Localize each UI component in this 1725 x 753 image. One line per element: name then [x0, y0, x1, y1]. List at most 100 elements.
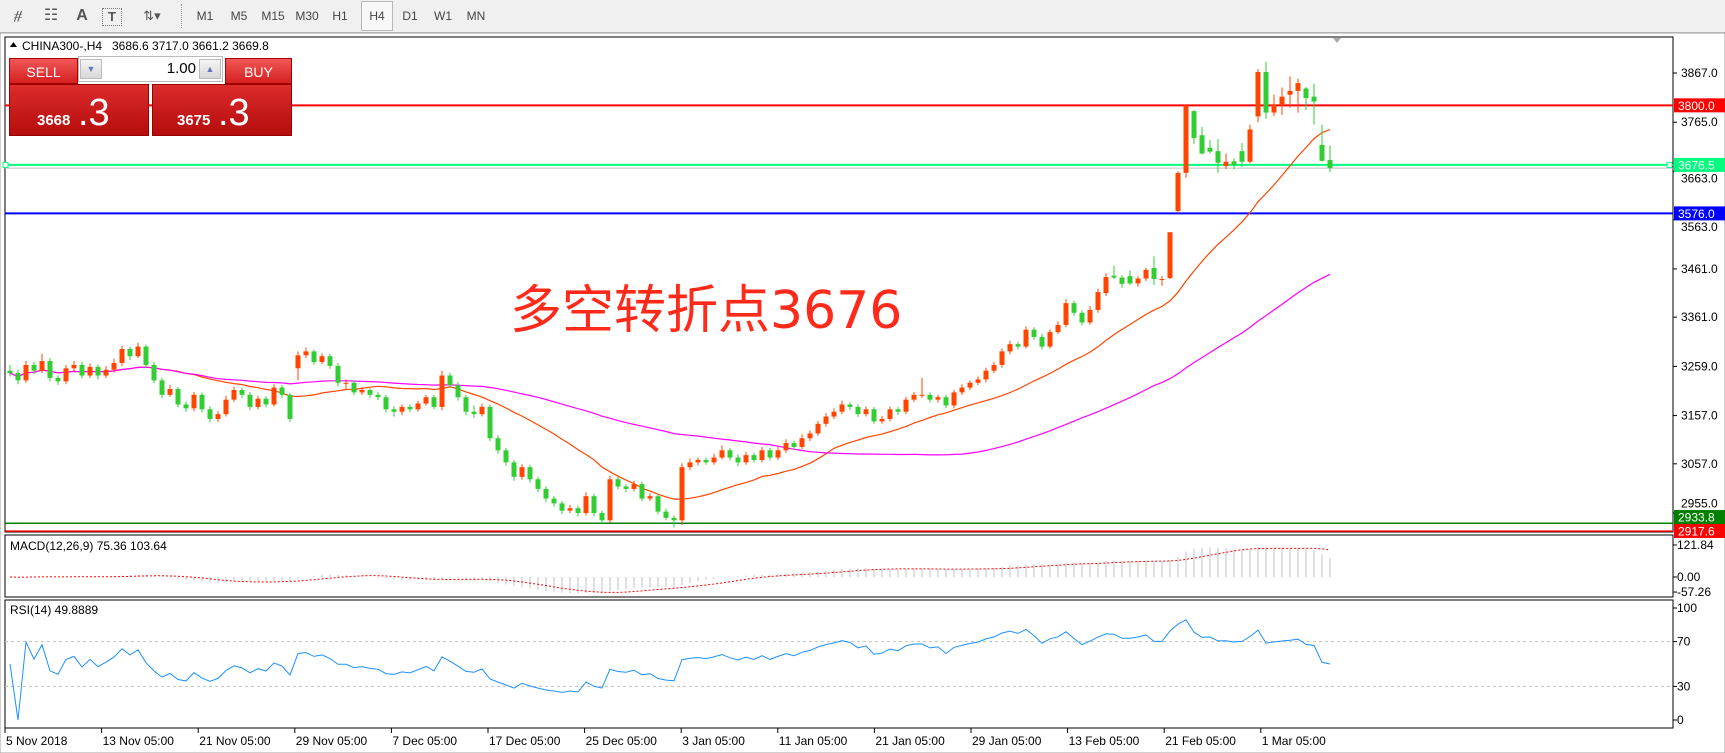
lot-decrease-button[interactable]: ▼ — [80, 59, 102, 79]
candle — [319, 353, 325, 365]
sell-price-big: .3 — [78, 92, 110, 134]
candle — [567, 504, 573, 514]
level-price-label: 3576.0 — [1678, 207, 1715, 221]
candle — [215, 411, 221, 422]
candle — [927, 392, 933, 403]
candle-body — [319, 356, 325, 363]
candle-body — [247, 394, 253, 407]
candle-body — [375, 394, 381, 398]
macd-signal-line — [9, 547, 1331, 593]
candle — [31, 362, 37, 375]
timeframe-mn[interactable]: MN — [466, 9, 486, 23]
candle-body — [7, 370, 13, 374]
candle-body — [1231, 161, 1237, 166]
rsi-axis-label: 100 — [1677, 601, 1697, 615]
candle-body — [783, 443, 789, 451]
candle-body — [1239, 151, 1245, 162]
candle-body — [399, 406, 405, 412]
candle-body — [383, 397, 389, 410]
expert-advisor-icon[interactable]: ⧣ — [13, 7, 23, 24]
level-price-badge — [1674, 206, 1725, 221]
candle — [415, 400, 421, 412]
one-click-trading-panel: SELL ▼ 1.00 ▲ BUY 3668 .3 3675 .3 — [9, 56, 292, 136]
candle-body — [511, 462, 517, 477]
collapse-triangle-icon[interactable] — [10, 42, 17, 47]
timeframe-h1[interactable]: H1 — [332, 9, 348, 23]
price-axis-label: 3765.0 — [1681, 115, 1718, 129]
candle-body — [551, 498, 557, 504]
candle — [1087, 306, 1093, 325]
candle-body — [391, 409, 397, 412]
lot-size-value[interactable]: 1.00 — [166, 60, 196, 77]
candle-body — [367, 390, 373, 395]
candle-body — [1327, 160, 1333, 169]
candle — [1103, 273, 1109, 296]
candle — [511, 459, 517, 481]
arrows-icon[interactable]: ⇅▾ — [143, 8, 161, 23]
buy-button[interactable]: BUY — [225, 58, 292, 84]
price-axis-label: 3157.0 — [1681, 409, 1718, 423]
level-handle[interactable] — [1666, 161, 1673, 168]
time-axis-label: 25 Dec 05:00 — [586, 734, 658, 748]
text-icon[interactable]: A — [76, 7, 88, 24]
candle — [327, 353, 333, 369]
candle-body — [951, 392, 957, 406]
candle-body — [1015, 344, 1021, 347]
level-handle[interactable] — [2, 161, 9, 168]
candle — [1111, 265, 1117, 280]
rsi-line — [9, 619, 1331, 721]
candle-body — [887, 409, 893, 419]
symbol-label: CHINA300-,H4 — [22, 39, 102, 53]
candle-body — [1263, 72, 1269, 113]
candle-body — [1103, 277, 1109, 294]
candle-body — [127, 348, 133, 357]
candle — [119, 345, 125, 366]
sell-price-box[interactable]: 3668 .3 — [9, 84, 149, 136]
chart-annotation-text[interactable]: 多空转折点3676 — [510, 281, 903, 341]
candle — [391, 406, 397, 417]
timeframe-m1[interactable]: M1 — [196, 9, 214, 23]
time-axis-label: 5 Nov 2018 — [6, 734, 68, 748]
candle-body — [759, 450, 765, 460]
candle — [615, 476, 621, 490]
buy-price-box[interactable]: 3675 .3 — [152, 84, 292, 136]
candle — [207, 406, 213, 422]
timeframe-w1[interactable]: W1 — [434, 9, 452, 23]
candle — [1255, 69, 1261, 123]
candle — [367, 388, 373, 398]
candle — [959, 384, 965, 395]
candle — [967, 380, 973, 391]
candle — [591, 493, 597, 517]
timeframe-h4[interactable]: H4 — [361, 1, 393, 31]
candle-body — [559, 503, 565, 511]
candle — [527, 464, 533, 483]
candle-body — [1303, 88, 1309, 99]
candle-body — [911, 394, 917, 400]
candle-body — [343, 382, 349, 384]
time-axis-label: 21 Jan 05:00 — [875, 734, 945, 748]
candle — [63, 364, 69, 385]
candle-body — [423, 397, 429, 404]
candle — [727, 447, 733, 461]
candle — [855, 404, 861, 418]
candle — [631, 480, 637, 492]
ma-fast-line — [9, 128, 1331, 500]
candle — [223, 395, 229, 417]
candle-body — [463, 397, 469, 412]
candle-body — [431, 397, 437, 407]
candle — [863, 406, 869, 417]
chart-shift-marker[interactable] — [1333, 38, 1341, 43]
candle-body — [607, 479, 613, 521]
sell-button[interactable]: SELL — [9, 58, 78, 84]
timeframe-m30[interactable]: M30 — [295, 9, 319, 23]
candle-body — [199, 394, 205, 410]
timeframe-m15[interactable]: M15 — [261, 9, 285, 23]
timeframe-d1[interactable]: D1 — [402, 9, 418, 23]
lot-increase-button[interactable]: ▲ — [199, 59, 221, 79]
timeframe-m5[interactable]: M5 — [230, 9, 248, 23]
text-label-icon[interactable]: T — [102, 8, 122, 26]
candle — [1311, 83, 1317, 125]
lot-size-field[interactable]: ▼ 1.00 ▲ — [78, 56, 223, 82]
fibonacci-icon[interactable]: ☷ — [43, 7, 59, 24]
